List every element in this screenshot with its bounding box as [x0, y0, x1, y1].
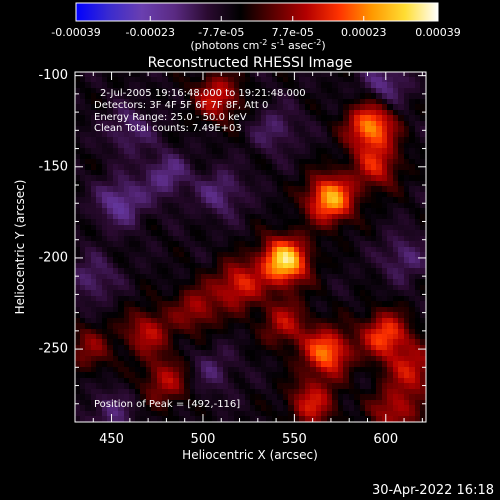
x-tick-label: 450	[99, 432, 124, 447]
colorbar-tick-labels: -0.00039 -0.00023 -7.7e-05 7.7e-05 0.000…	[51, 26, 460, 39]
x-tick-label: 500	[191, 432, 216, 447]
y-tick-label: -250	[38, 342, 68, 357]
colorbar: -0.00039 -0.00023 -7.7e-05 7.7e-05 0.000…	[51, 2, 461, 52]
colorbar-ticks	[75, 16, 439, 21]
y-axis-title: Heliocentric Y (arcsec)	[13, 180, 27, 315]
footer-date: 30-Apr-2022 16:18	[372, 483, 494, 498]
time-range-text: 2-Jul-2005 19:16:48.000 to 19:21:48.000	[100, 88, 306, 99]
energy-range-text: Energy Range: 25.0 - 50.0 keV	[94, 112, 247, 123]
colorbar-tick-label: -0.00039	[51, 26, 100, 39]
y-tick-label: -150	[38, 159, 68, 174]
colorbar-tick-label: -7.7e-05	[198, 26, 244, 39]
x-tick-label: 550	[282, 432, 307, 447]
colorbar-tick-label: 0.00023	[341, 26, 387, 39]
colorbar-bar	[75, 2, 439, 22]
colorbar-tick-label: 7.7e-05	[272, 26, 314, 39]
y-tick-label: -200	[38, 250, 68, 265]
colorbar-tick-label: 0.00039	[415, 26, 461, 39]
x-tick-labels: 450 500 550 600	[99, 432, 398, 447]
heatmap-canvas	[75, 72, 426, 422]
y-tick-labels: -100 -150 -200 -250	[38, 68, 68, 356]
heatmap-image-container	[75, 72, 426, 422]
x-axis-title: Heliocentric X (arcsec)	[182, 448, 318, 462]
axis-ticks	[74, 72, 426, 423]
clean-counts-text: Clean Total counts: 7.49E+03	[94, 123, 242, 134]
chart-title: Reconstructed RHESSI Image	[148, 55, 353, 71]
colorbar-tick-label: -0.00023	[126, 26, 175, 39]
detectors-text: Detectors: 3F 4F 5F 6F 7F 8F, Att 0	[94, 100, 268, 111]
plot-frame	[74, 71, 427, 423]
colorbar-units: (photons cm-2 s-1 asec-2)	[190, 38, 325, 52]
image-annotations: 2-Jul-2005 19:16:48.000 to 19:21:48.000 …	[94, 88, 306, 410]
y-tick-label: -100	[38, 68, 68, 83]
x-tick-label: 600	[373, 432, 398, 447]
peak-position-text: Position of Peak = [492,-116]	[94, 399, 240, 410]
